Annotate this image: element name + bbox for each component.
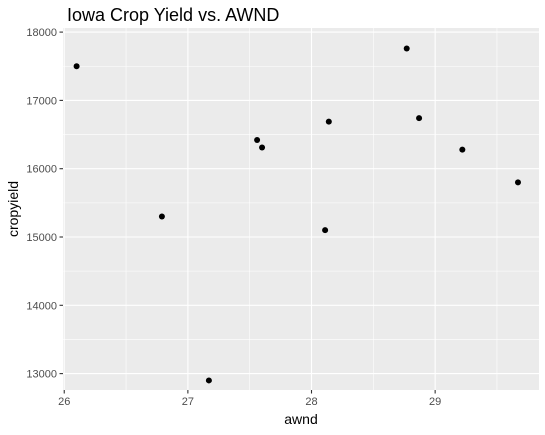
data-points bbox=[73, 45, 521, 384]
data-point bbox=[158, 213, 165, 220]
y-tick-label: 17000 bbox=[26, 95, 57, 107]
data-point bbox=[322, 227, 329, 234]
data-point bbox=[325, 118, 332, 125]
y-tick-label: 13000 bbox=[26, 369, 57, 381]
y-tick-label: 15000 bbox=[26, 232, 57, 244]
data-point bbox=[205, 377, 212, 384]
y-axis-title: cropyield bbox=[5, 181, 21, 237]
data-point bbox=[514, 179, 521, 186]
chart-title: Iowa Crop Yield vs. AWND bbox=[67, 5, 279, 25]
x-tick-label: 28 bbox=[305, 396, 317, 408]
y-tick-label: 16000 bbox=[26, 164, 57, 176]
major-gridlines bbox=[63, 28, 539, 390]
plot-panel bbox=[63, 28, 539, 390]
x-axis-ticks: 26 27 28 29 bbox=[58, 390, 441, 408]
data-point bbox=[416, 115, 423, 122]
x-tick-label: 29 bbox=[429, 396, 441, 408]
data-point bbox=[459, 146, 466, 153]
y-tick-label: 18000 bbox=[26, 27, 57, 39]
data-point bbox=[254, 137, 261, 144]
data-point bbox=[259, 144, 266, 151]
y-axis-ticks: 13000 14000 15000 16000 17000 18000 bbox=[26, 27, 63, 381]
data-point bbox=[73, 63, 80, 70]
data-point bbox=[403, 45, 410, 52]
y-tick-label: 14000 bbox=[26, 300, 57, 312]
minor-gridlines bbox=[63, 28, 539, 390]
x-tick-label: 26 bbox=[58, 396, 70, 408]
x-axis-title: awnd bbox=[284, 411, 317, 427]
x-tick-label: 27 bbox=[182, 396, 194, 408]
